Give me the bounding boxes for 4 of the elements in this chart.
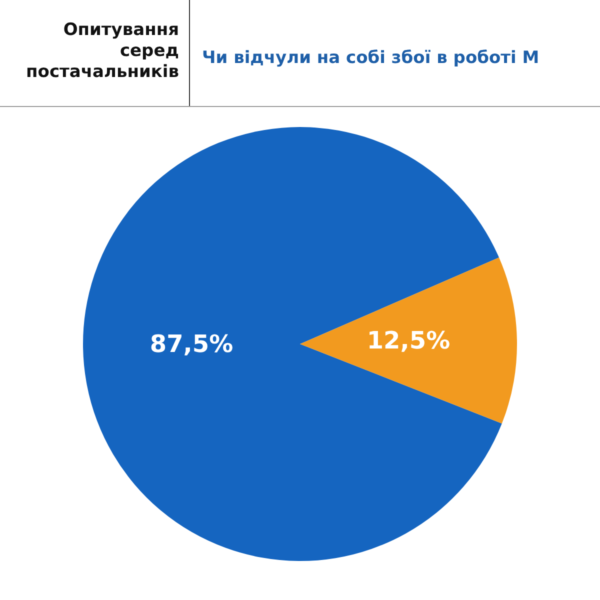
- chart-title: Чи відчули на собі збої в роботі М: [201, 47, 540, 70]
- data-label: 87,5%: [150, 330, 234, 358]
- chart-subtitle: Опитування серед постачальників: [0, 0, 190, 106]
- data-label: 12,5%: [366, 326, 450, 354]
